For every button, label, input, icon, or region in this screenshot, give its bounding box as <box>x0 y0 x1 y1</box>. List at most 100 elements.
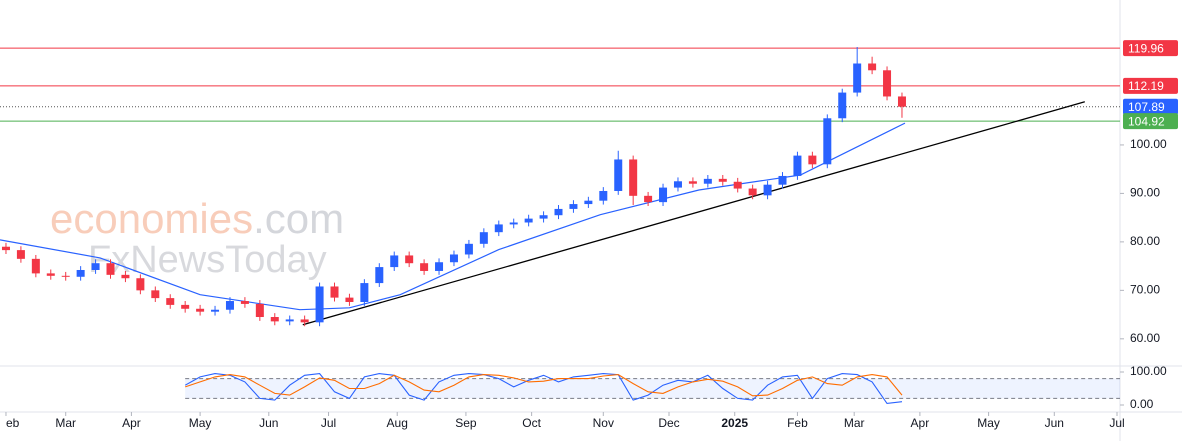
candle-body <box>136 278 145 291</box>
level-label: 119.96 <box>1128 41 1164 55</box>
candle-body <box>196 308 205 312</box>
level-label-box <box>1123 77 1178 94</box>
candle-body <box>151 290 160 299</box>
stoch-tick-label: 100.00 <box>1130 364 1167 378</box>
y-tick-label: 70.00 <box>1130 283 1160 297</box>
candle-body <box>375 267 384 284</box>
candle-body <box>16 250 25 259</box>
stoch-tick-label: 0.00 <box>1130 397 1154 411</box>
y-tick-label: 80.00 <box>1130 234 1160 248</box>
candle-body <box>1 246 10 251</box>
candle-body <box>793 155 802 176</box>
candle-body <box>181 304 190 309</box>
x-tick-label: Apr <box>911 416 930 430</box>
candle-body <box>539 215 548 219</box>
x-tick-label: Jun <box>1045 416 1064 430</box>
candle-body <box>405 255 414 264</box>
candle-body <box>778 175 787 185</box>
x-tick-label: Feb <box>787 416 808 430</box>
candle-body <box>166 298 175 305</box>
candle-body <box>345 297 354 302</box>
candle-body <box>211 309 220 312</box>
x-tick-label: Dec <box>658 416 679 430</box>
y-tick-label: 100.00 <box>1130 137 1167 151</box>
x-tick-label: 2025 <box>721 416 748 430</box>
candle-body <box>703 178 712 184</box>
stoch-line <box>184 373 903 404</box>
candle-body <box>569 204 578 209</box>
x-tick-label: Jul <box>1109 416 1124 430</box>
moving-average <box>0 122 906 311</box>
candle-body <box>733 181 742 189</box>
candle-body <box>106 263 115 275</box>
candle-body <box>838 92 847 119</box>
stoch-band-fill <box>185 378 1120 399</box>
watermark-suffix: .com <box>253 195 344 242</box>
x-tick-label: Mar <box>844 416 865 430</box>
candle-body <box>479 232 488 244</box>
candle-body <box>315 286 324 323</box>
level-label-box <box>1123 40 1178 57</box>
candle-body <box>688 181 697 184</box>
x-tick-label: Jul <box>321 416 336 430</box>
candle-body <box>240 301 249 304</box>
x-tick-label: Nov <box>593 416 614 430</box>
candle-body <box>584 200 593 205</box>
candle-body <box>449 254 458 263</box>
x-tick-label: May <box>977 416 1000 430</box>
level-label-box <box>1123 113 1178 130</box>
candle-body <box>853 63 862 93</box>
candle-body <box>270 317 279 322</box>
watermark-second: FxNewsToday <box>88 239 327 281</box>
candle-body <box>823 118 832 165</box>
candle-body <box>524 218 533 223</box>
x-tick-label: Aug <box>387 416 408 430</box>
candle-body <box>868 63 877 71</box>
candle-body <box>659 187 668 203</box>
candle-body <box>883 70 892 97</box>
x-tick-label: Sep <box>455 416 477 430</box>
candle-body <box>748 188 757 196</box>
candle-body <box>554 208 563 216</box>
x-tick-label: Mar <box>55 416 76 430</box>
y-tick-label: 90.00 <box>1130 186 1160 200</box>
candle-body <box>897 96 906 107</box>
x-tick-label: Jun <box>259 416 278 430</box>
candle-body <box>435 262 444 271</box>
candle-body <box>360 283 369 302</box>
candle-body <box>46 273 55 276</box>
candle-body <box>494 224 503 233</box>
candle-body <box>673 181 682 188</box>
candle-body <box>718 178 727 182</box>
candle-body <box>255 303 264 318</box>
candle-body <box>285 319 294 322</box>
watermark-brand: economies <box>50 195 253 242</box>
candle-body <box>420 263 429 271</box>
level-label: 112.19 <box>1128 79 1164 93</box>
candle-body <box>225 301 234 310</box>
level-label-box <box>1123 98 1178 115</box>
watermark: economies.com <box>50 195 344 242</box>
level-label: 104.92 <box>1128 114 1165 128</box>
x-tick-label: May <box>189 416 212 430</box>
level-label: 107.89 <box>1128 100 1165 114</box>
candle-body <box>61 275 70 277</box>
candle-body <box>808 155 817 165</box>
candle-body <box>509 222 518 225</box>
candle-body <box>763 184 772 196</box>
candle-body <box>599 190 608 201</box>
y-tick-label: 60.00 <box>1130 331 1160 345</box>
x-tick-label: Apr <box>122 416 141 430</box>
candle-body <box>91 263 100 270</box>
candle-body <box>644 195 653 203</box>
candle-body <box>76 269 85 277</box>
candle-body <box>330 286 339 298</box>
x-tick-label: Oct <box>522 416 541 430</box>
candle-body <box>614 159 623 191</box>
candle-body <box>629 159 638 196</box>
candle-body <box>121 274 130 279</box>
stoch-line <box>185 374 903 397</box>
